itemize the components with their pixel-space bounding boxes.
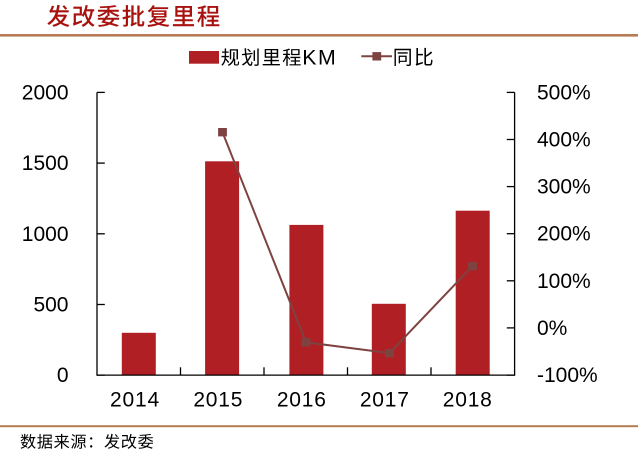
svg-text:500: 500 [33,294,68,317]
svg-text:0%: 0% [537,317,567,340]
svg-text:KM: KM [302,45,337,69]
svg-text:2016: 2016 [277,388,327,411]
svg-text:500%: 500% [537,81,591,104]
svg-text:400%: 400% [537,129,591,152]
svg-text:2014: 2014 [110,388,160,411]
svg-text:2018: 2018 [443,388,493,411]
svg-text:1000: 1000 [22,223,69,246]
svg-text:2017: 2017 [360,388,410,411]
svg-text:0: 0 [57,364,69,387]
svg-text:-100%: -100% [537,364,598,387]
svg-text:2015: 2015 [193,388,243,411]
svg-text:100%: 100% [537,270,591,293]
svg-text:1500: 1500 [22,152,69,175]
svg-text:2000: 2000 [22,81,69,104]
svg-text:300%: 300% [537,176,591,199]
svg-text:200%: 200% [537,223,591,246]
